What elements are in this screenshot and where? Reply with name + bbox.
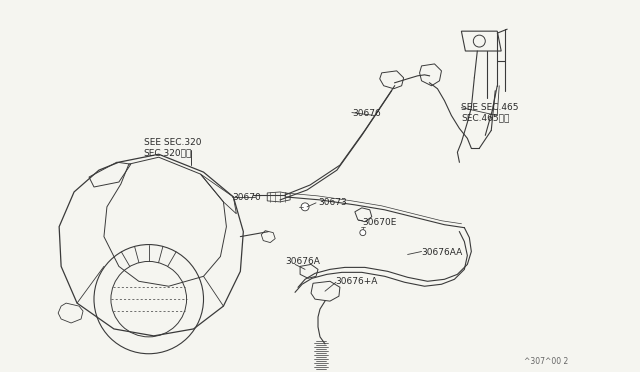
Text: 30673: 30673 <box>318 198 347 207</box>
Text: SEE SEC.465
SEC.465参照: SEE SEC.465 SEC.465参照 <box>461 103 519 122</box>
Text: 30670: 30670 <box>232 193 261 202</box>
Text: 30676+A: 30676+A <box>335 277 378 286</box>
Text: 30676: 30676 <box>352 109 381 118</box>
Text: 30676A: 30676A <box>285 257 320 266</box>
Text: SEE SEC.320
SEC.320参照: SEE SEC.320 SEC.320参照 <box>144 138 201 158</box>
Circle shape <box>360 230 366 235</box>
Circle shape <box>301 203 309 211</box>
Text: 30676AA: 30676AA <box>422 247 463 257</box>
Text: ^307^00 2: ^307^00 2 <box>524 357 568 366</box>
Text: 30670E: 30670E <box>362 218 396 227</box>
